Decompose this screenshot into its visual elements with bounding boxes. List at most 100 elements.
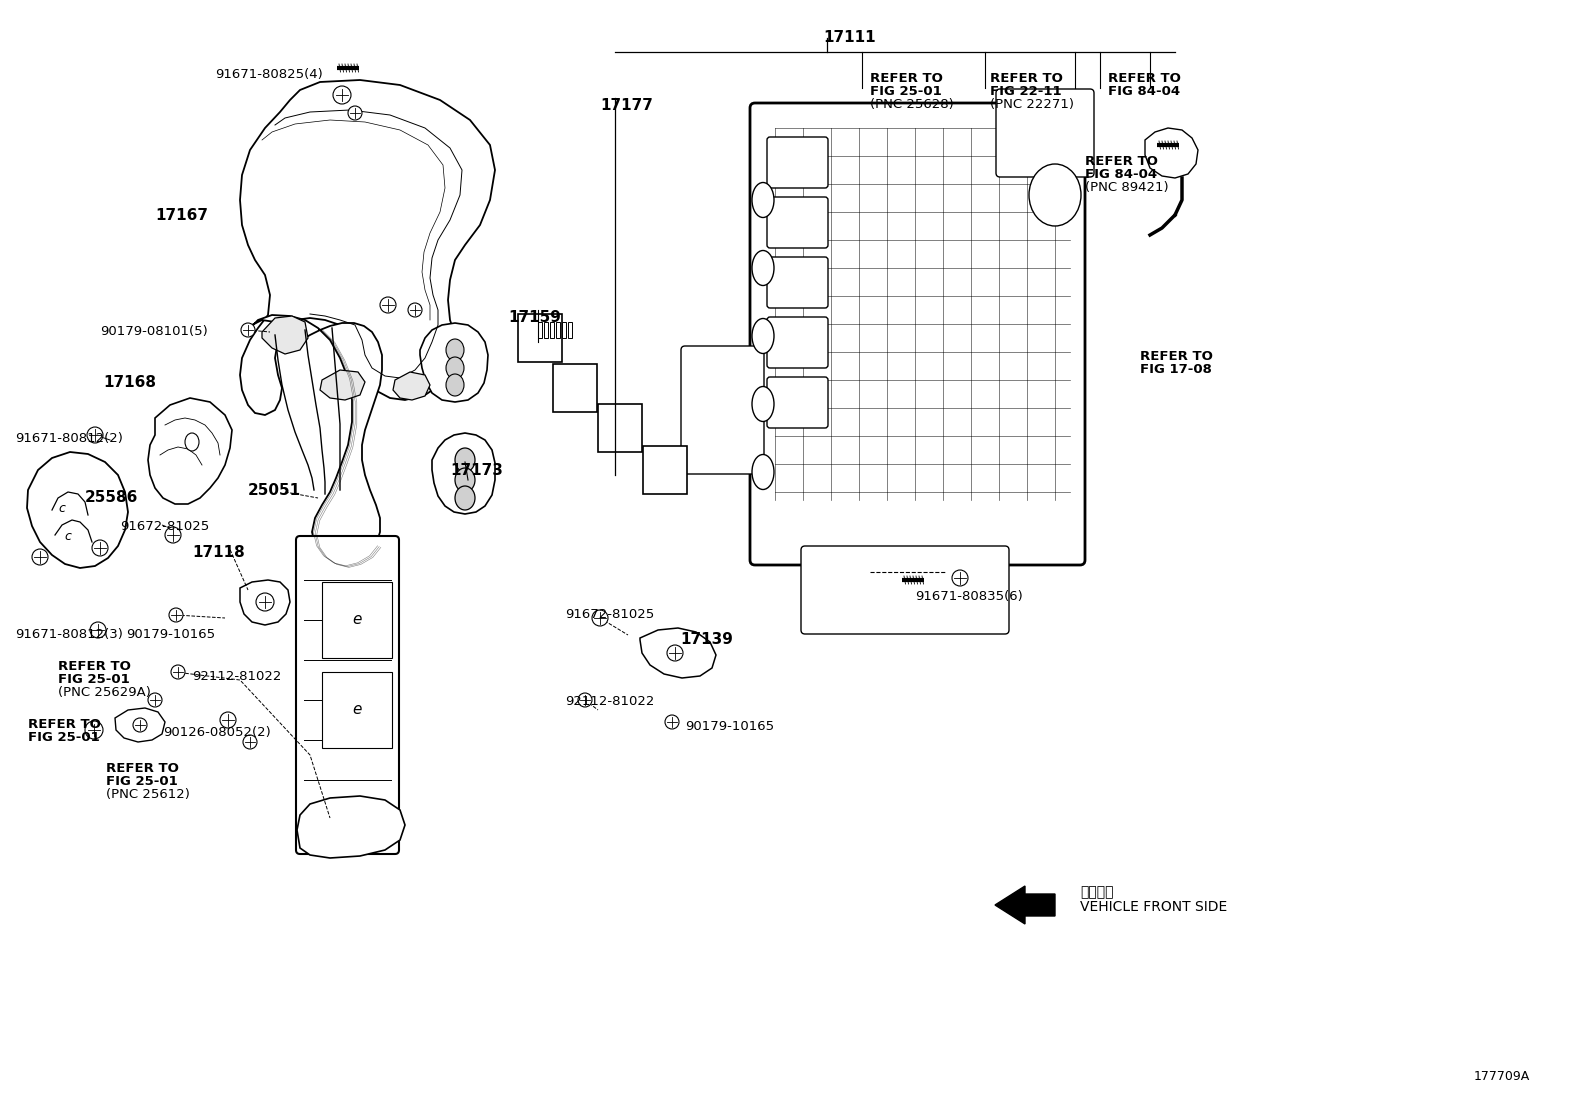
FancyArrow shape [995, 886, 1055, 924]
Circle shape [408, 303, 422, 317]
Bar [517, 314, 562, 362]
Bar [599, 404, 642, 452]
Text: 90126-08052(2): 90126-08052(2) [162, 726, 271, 739]
Circle shape [170, 665, 185, 679]
Circle shape [88, 428, 103, 443]
Ellipse shape [446, 374, 463, 396]
Polygon shape [431, 433, 495, 514]
Text: e: e [352, 702, 361, 718]
Text: 17167: 17167 [154, 208, 209, 223]
Circle shape [148, 693, 162, 707]
Polygon shape [115, 708, 166, 742]
Circle shape [169, 608, 183, 622]
Text: REFER TO: REFER TO [57, 660, 131, 673]
Polygon shape [1145, 127, 1199, 178]
Ellipse shape [751, 387, 774, 422]
Text: FIG 84-04: FIG 84-04 [1108, 85, 1180, 98]
Polygon shape [248, 315, 382, 565]
Text: 177709A: 177709A [1474, 1070, 1530, 1083]
FancyBboxPatch shape [767, 137, 828, 188]
Text: 91672-81025: 91672-81025 [119, 520, 209, 533]
Text: FIG 25-01: FIG 25-01 [57, 673, 131, 686]
Text: 91672-81025: 91672-81025 [565, 608, 654, 621]
Text: 91671-80835(6): 91671-80835(6) [915, 590, 1022, 603]
Bar [552, 364, 597, 412]
Text: (PNC 25629A): (PNC 25629A) [57, 686, 151, 699]
FancyBboxPatch shape [801, 546, 1009, 634]
Ellipse shape [455, 486, 474, 510]
Text: (PNC 25612): (PNC 25612) [107, 788, 189, 801]
FancyBboxPatch shape [296, 536, 400, 854]
Ellipse shape [455, 448, 474, 471]
Polygon shape [240, 580, 290, 625]
Polygon shape [298, 796, 404, 858]
Text: FIG 25-01: FIG 25-01 [869, 85, 942, 98]
Circle shape [92, 540, 108, 556]
Polygon shape [640, 628, 716, 678]
Text: FIG 25-01: FIG 25-01 [29, 731, 100, 744]
Text: e: e [352, 612, 361, 628]
Text: REFER TO: REFER TO [29, 718, 100, 731]
Text: FIG 84-04: FIG 84-04 [1086, 168, 1157, 181]
Text: 90179-10165: 90179-10165 [126, 628, 215, 641]
Bar [643, 446, 688, 493]
Circle shape [91, 622, 107, 639]
FancyBboxPatch shape [767, 317, 828, 368]
Text: FIG 22-11: FIG 22-11 [990, 85, 1062, 98]
Polygon shape [27, 452, 127, 568]
Circle shape [380, 297, 396, 313]
Text: c: c [65, 530, 72, 543]
Polygon shape [420, 323, 489, 402]
Polygon shape [263, 317, 307, 354]
Bar [538, 322, 541, 338]
Circle shape [166, 528, 181, 543]
Text: c: c [669, 648, 675, 658]
Ellipse shape [751, 319, 774, 354]
Text: c: c [59, 501, 65, 514]
Bar [556, 322, 560, 338]
Circle shape [333, 86, 350, 104]
Text: REFER TO: REFER TO [869, 73, 942, 85]
Text: FIG 25-01: FIG 25-01 [107, 775, 178, 788]
Text: REFER TO: REFER TO [107, 762, 178, 775]
Text: REFER TO: REFER TO [990, 73, 1063, 85]
FancyBboxPatch shape [767, 257, 828, 308]
Polygon shape [393, 371, 430, 400]
Text: 90179-08101(5): 90179-08101(5) [100, 325, 207, 338]
Bar [544, 322, 548, 338]
Text: 25586: 25586 [84, 490, 139, 506]
Text: FIG 17-08: FIG 17-08 [1140, 363, 1212, 376]
Circle shape [665, 715, 680, 729]
Text: 92112-81022: 92112-81022 [565, 695, 654, 708]
Circle shape [134, 718, 146, 732]
Text: 92112-81022: 92112-81022 [193, 670, 282, 682]
Ellipse shape [751, 182, 774, 218]
Circle shape [349, 106, 361, 120]
Text: REFER TO: REFER TO [1108, 73, 1181, 85]
Text: 17159: 17159 [508, 310, 560, 325]
Text: 17168: 17168 [103, 375, 156, 390]
Ellipse shape [455, 468, 474, 492]
FancyBboxPatch shape [767, 377, 828, 428]
Text: 17173: 17173 [451, 463, 503, 478]
Text: REFER TO: REFER TO [1086, 155, 1157, 168]
FancyBboxPatch shape [997, 89, 1094, 177]
Bar [549, 322, 554, 338]
Ellipse shape [446, 357, 463, 379]
FancyBboxPatch shape [767, 197, 828, 248]
Ellipse shape [185, 433, 199, 451]
Text: 91671-80812(2): 91671-80812(2) [14, 432, 123, 445]
Circle shape [952, 570, 968, 586]
Circle shape [32, 550, 48, 565]
Polygon shape [240, 80, 495, 415]
Ellipse shape [1028, 164, 1081, 226]
Circle shape [578, 693, 592, 707]
Circle shape [592, 610, 608, 626]
Circle shape [256, 593, 274, 611]
Text: 17111: 17111 [823, 30, 876, 45]
Circle shape [240, 323, 255, 337]
Bar [562, 322, 567, 338]
Text: 91671-80812(3): 91671-80812(3) [14, 628, 123, 641]
Text: 25051: 25051 [248, 482, 301, 498]
Ellipse shape [751, 251, 774, 286]
